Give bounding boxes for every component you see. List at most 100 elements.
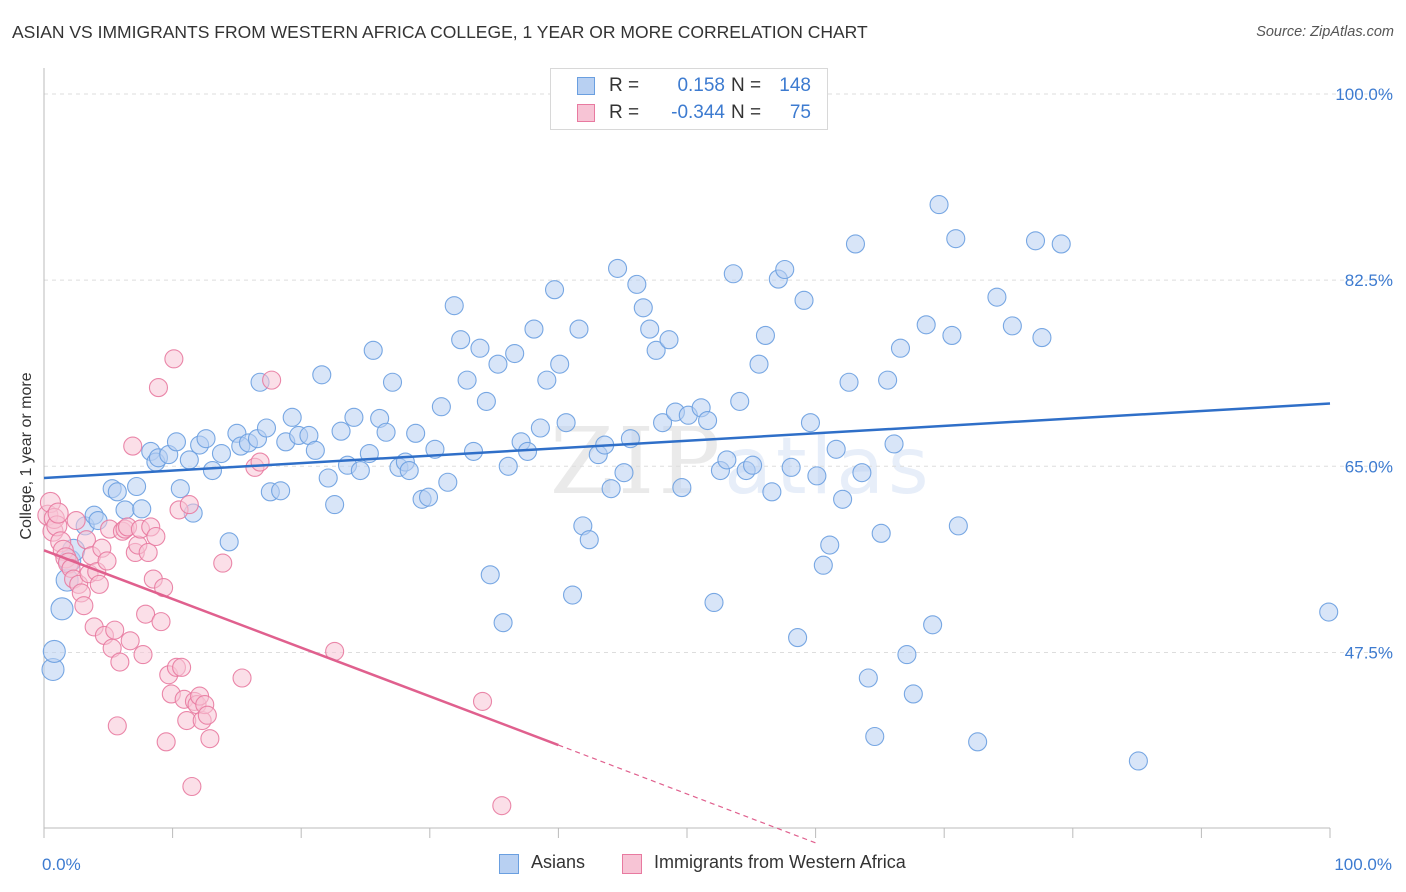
western-africa-point (250, 452, 270, 472)
western-africa-trend-line (43, 549, 559, 747)
western-africa-point (66, 511, 86, 531)
asian-point (480, 565, 500, 585)
asian-point (42, 639, 66, 663)
asian-point (350, 461, 370, 481)
asian-point (457, 370, 477, 390)
asian-point (717, 450, 737, 470)
asian-point (987, 287, 1007, 307)
trend-lines (43, 402, 1331, 844)
asian-point (282, 407, 302, 427)
r-label: R = (609, 102, 640, 123)
asian-point (608, 258, 628, 278)
asian-point (858, 668, 878, 688)
western-africa-point (200, 729, 220, 749)
asian-swatch (499, 854, 519, 874)
western-africa-point (89, 574, 109, 594)
asian-point (942, 325, 962, 345)
asian-point (1025, 231, 1046, 251)
asian-point (498, 456, 518, 476)
asian-point (493, 613, 513, 633)
asian-point (627, 274, 647, 294)
western-africa-point (110, 652, 130, 672)
asian-point (202, 461, 223, 481)
western-africa-point (148, 378, 169, 398)
asian-point (211, 443, 232, 464)
asian-point (544, 280, 565, 300)
asian-point (704, 592, 724, 613)
asian-point (127, 476, 147, 497)
asian-point (115, 500, 135, 520)
asian-point (929, 195, 949, 215)
r-label: R = (609, 75, 640, 96)
western-africa-point (146, 526, 166, 547)
r-value: -0.344 (671, 102, 725, 123)
western-africa-point (213, 553, 233, 573)
western-africa-point (120, 631, 140, 651)
asian-point (331, 421, 351, 441)
asian-swatch (577, 77, 595, 95)
asian-point (418, 487, 439, 507)
western-africa-point (164, 349, 184, 369)
asian-point (852, 463, 872, 483)
asian-point (325, 495, 345, 515)
asian-point (614, 463, 634, 483)
chart-title: ASIAN VS IMMIGRANTS FROM WESTERN AFRICA … (12, 22, 868, 42)
asian-point (363, 340, 383, 360)
asian-point (524, 319, 544, 339)
asian-point (723, 264, 743, 284)
asian-point (897, 645, 917, 665)
asian-point (550, 354, 570, 374)
asian-point (488, 354, 508, 374)
asian-point (1002, 316, 1022, 336)
asian-point (775, 259, 795, 280)
asian-point (813, 555, 833, 575)
asian-point (170, 479, 190, 499)
asian-point (438, 472, 458, 492)
n-value: 148 (779, 75, 811, 96)
western-africa-point (232, 668, 252, 688)
source-credit: Source: ZipAtlas.com (1256, 24, 1394, 40)
asian-point (196, 429, 216, 449)
n-value: 75 (789, 102, 811, 123)
x-tick-label: 100.0% (1334, 855, 1392, 874)
asian-point (463, 441, 484, 461)
asian-point (903, 684, 923, 704)
western-africa-point (123, 436, 143, 456)
asian-point (878, 370, 898, 390)
asian-point (579, 530, 599, 550)
asian-point (948, 516, 968, 536)
asian-point (646, 340, 666, 360)
western-africa-swatch (622, 854, 642, 874)
asian-point (376, 422, 396, 442)
asian-point (399, 461, 419, 481)
asian-point (470, 338, 490, 358)
western-africa-trend-extension (558, 744, 816, 844)
western-africa-swatch (577, 104, 595, 122)
x-tick-label: 0.0% (42, 855, 81, 874)
asian-point (50, 597, 74, 621)
western-africa-point (172, 657, 192, 677)
asian-point (640, 319, 660, 339)
asian-point (1032, 328, 1052, 348)
western-africa-point (492, 796, 512, 816)
asian-point (833, 489, 853, 509)
asian-point (382, 372, 403, 392)
asian-point (166, 432, 187, 452)
asian-point (562, 585, 583, 605)
grid (44, 93, 1394, 653)
asian-point (781, 457, 801, 477)
watermark-zip: ZIP (550, 408, 725, 515)
asian-point (431, 397, 451, 417)
western-africa-point (138, 542, 158, 563)
asian-point (672, 478, 692, 498)
asian-point (743, 455, 763, 475)
western-africa-point (197, 705, 217, 725)
asian-point (305, 440, 325, 460)
western-africa-point (179, 495, 199, 515)
asian-point (871, 523, 891, 543)
western-africa-points (37, 349, 512, 816)
western-africa-point (182, 776, 202, 797)
western-africa-point (47, 502, 69, 524)
asian-point (788, 628, 808, 648)
asian-point (807, 466, 827, 486)
